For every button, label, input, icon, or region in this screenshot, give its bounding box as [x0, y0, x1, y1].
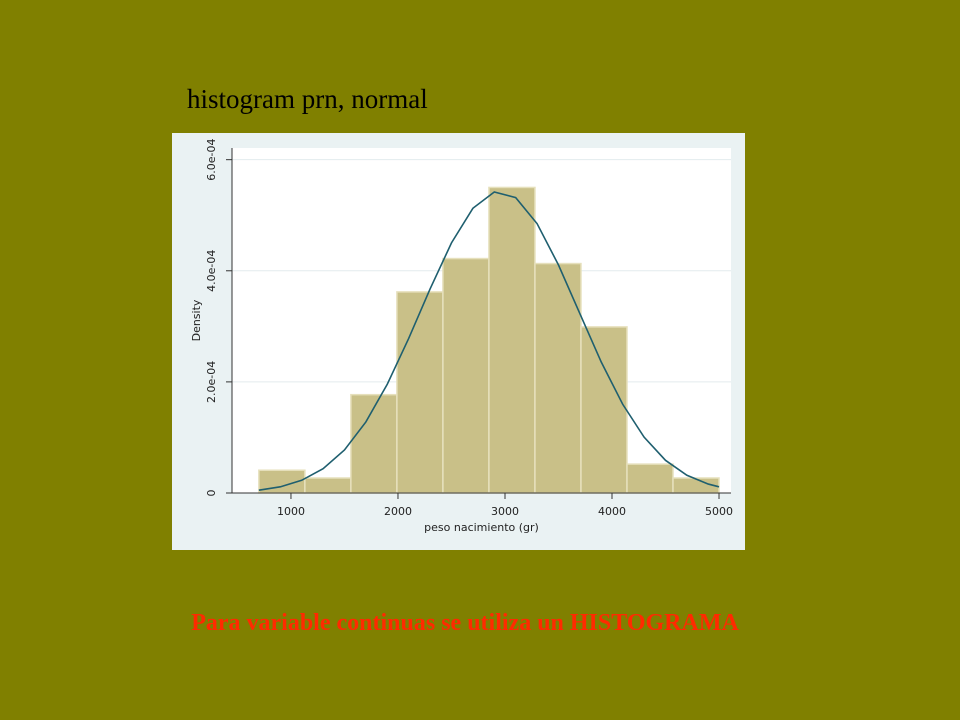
- x-tick-label: 2000: [384, 505, 412, 518]
- x-tick-label: 1000: [277, 505, 305, 518]
- bar: [488, 186, 536, 494]
- y-tick-label: 6.0e-04: [205, 139, 218, 181]
- bar: [626, 463, 674, 494]
- y-axis-title: Density: [190, 299, 203, 341]
- x-tick-label: 5000: [705, 505, 733, 518]
- x-axis-title: peso nacimiento (gr): [424, 521, 539, 534]
- normal-curve: [258, 191, 720, 492]
- plot: 0 2.0e-04 4.0e-04 6.0e-04 1000 2000 3000 4000 50…: [190, 139, 733, 534]
- bar: [396, 291, 444, 494]
- slide-title: histogram prn, normal: [187, 84, 428, 114]
- x-tick-label: 4000: [598, 505, 626, 518]
- y-tick-label: 0: [205, 490, 218, 497]
- bar: [350, 393, 398, 494]
- y-tick-label: 2.0e-04: [205, 361, 218, 403]
- caption: Para variable continuas se utiliza un HI…: [191, 610, 739, 636]
- bar: [304, 477, 352, 494]
- x-tick-label: 3000: [491, 505, 519, 518]
- y-tick-label: 4.0e-04: [205, 250, 218, 292]
- bar: [442, 257, 490, 494]
- bar: [580, 326, 628, 494]
- bar: [534, 262, 582, 494]
